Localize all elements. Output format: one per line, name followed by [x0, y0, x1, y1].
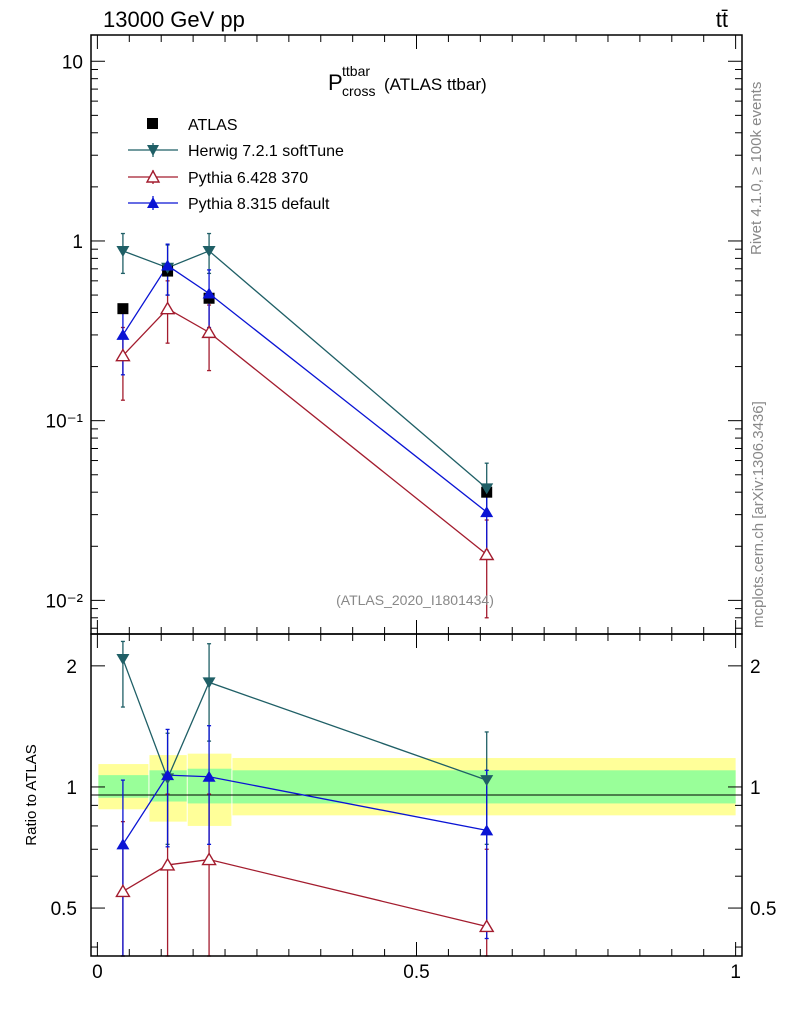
legend-label-atlas: ATLAS: [188, 117, 238, 134]
x-tick-label: 1: [730, 962, 741, 983]
plot-title: P ttbar cross (ATLAS ttbar): [328, 63, 487, 99]
title-main: P: [328, 70, 343, 95]
ratio-point-pythia6: [115, 884, 131, 898]
analysis-label: (ATLAS_2020_I1801434): [336, 592, 494, 608]
main-point-herwig: [116, 245, 130, 257]
ratio-line-pythia6: [122, 858, 487, 928]
ratio-y-tick-label-right: 1: [750, 778, 761, 799]
legend: ATLAS Herwig 7.2.1 softTune Pythia 6.428…: [128, 117, 344, 213]
ratio-point-pythia8: [202, 770, 216, 782]
main-point-pythia8: [116, 328, 130, 340]
ratio-point-herwig: [480, 775, 494, 787]
legend-marker-herwig: [147, 145, 159, 156]
legend-item-pythia6: Pythia 6.428 370: [128, 169, 308, 187]
x-tick-label: 0: [92, 962, 103, 983]
main-y-tick-label: 10⁻²: [46, 591, 84, 612]
atlas-data-point: [117, 303, 129, 315]
ratio-point-pythia6: [159, 857, 176, 871]
legend-marker-pythia8: [147, 197, 159, 208]
main-point-pythia8: [161, 259, 175, 271]
ratio-point-pythia6: [201, 852, 217, 866]
ratio-line-herwig: [122, 658, 487, 781]
ratio-uncertainty-bands: [98, 753, 736, 826]
x-tick-label: 0.5: [403, 962, 429, 983]
main-point-pythia6: [478, 547, 495, 561]
title-subscript: cross: [342, 83, 375, 99]
legend-label-pythia6: Pythia 6.428 370: [188, 170, 308, 187]
ratio-y-tick-label: 0.5: [51, 899, 77, 920]
rivet-label: Rivet 4.1.0, ≥ 100k events: [748, 82, 765, 255]
main-series-layer: [115, 232, 495, 619]
ratio-point-herwig: [116, 654, 130, 666]
process-label: tt̄: [716, 7, 728, 32]
ratio-point-herwig: [202, 677, 216, 689]
ratio-point-pythia8: [116, 838, 130, 850]
main-point-herwig: [480, 483, 494, 495]
ratio-point-pythia8: [161, 769, 175, 781]
ratio-y-tick-label-right: 2: [750, 657, 761, 678]
legend-item-herwig: Herwig 7.2.1 softTune: [128, 143, 344, 160]
main-line-herwig: [122, 250, 488, 489]
main-axis-ticks: 10 1 10⁻¹ 10⁻²: [46, 52, 742, 629]
legend-marker-atlas: [147, 118, 158, 129]
main-point-pythia8: [480, 506, 494, 518]
legend-label-herwig: Herwig 7.2.1 softTune: [188, 143, 344, 160]
ratio-y-tick-label-right: 0.5: [750, 899, 776, 920]
ratio-y-axis-label: Ratio to ATLAS: [23, 744, 40, 845]
main-y-tick-label: 1: [72, 232, 83, 253]
ratio-y-tick-label: 1: [66, 778, 77, 799]
title-suffix: (ATLAS ttbar): [384, 75, 487, 94]
ratio-series-layer: [115, 640, 495, 957]
ratio-axis-ticks: 2 2 1 1 0.5 0.5: [51, 657, 776, 948]
legend-marker-pythia6: [145, 169, 161, 183]
main-point-herwig: [202, 245, 216, 257]
main-point-pythia8: [202, 287, 216, 299]
ratio-plot-panel: 2 2 1 1 0.5 0.5 Ratio to ATLAS: [23, 633, 776, 957]
main-y-tick-label: 10⁻¹: [46, 412, 84, 433]
energy-label: 13000 GeV pp: [103, 7, 245, 32]
main-point-pythia6: [159, 301, 176, 315]
mcplots-label: mcplots.cern.ch [arXiv:1306.3436]: [750, 401, 767, 628]
ratio-point-pythia6: [478, 919, 495, 933]
main-point-pythia6: [201, 324, 217, 339]
legend-item-pythia8: Pythia 8.315 default: [128, 196, 330, 213]
main-y-tick-label: 10: [62, 52, 83, 73]
ratio-point-pythia8: [480, 824, 494, 836]
main-point-pythia6: [115, 348, 131, 362]
legend-label-pythia8: Pythia 8.315 default: [188, 196, 330, 213]
legend-item-atlas: ATLAS: [147, 117, 238, 134]
title-superscript: ttbar: [342, 63, 370, 79]
x-axis: 0 0.5 1: [92, 35, 741, 983]
ratio-y-tick-label: 2: [66, 657, 77, 678]
main-line-pythia8: [122, 264, 488, 513]
main-line-pythia6: [122, 307, 488, 556]
ratio-line-pythia8: [122, 774, 487, 845]
